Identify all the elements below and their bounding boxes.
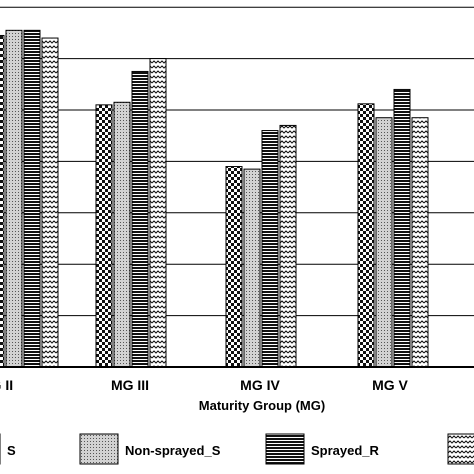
bar [261, 130, 279, 368]
legend-label: Sprayed_R [311, 443, 380, 458]
bar [243, 168, 261, 368]
legend-label: Non-sprayed_S [125, 443, 221, 458]
bar [113, 101, 131, 368]
legend: S Non-sprayed_S Sprayed_R [0, 433, 474, 465]
bar [5, 29, 23, 368]
x-tick-label: MG II [0, 377, 13, 393]
legend-swatch [265, 433, 305, 465]
x-tick-label: MG V [372, 377, 408, 393]
bar [41, 37, 59, 368]
x-tick-labels: MG II MG III MG IV MG V [0, 377, 409, 393]
legend-swatch [447, 433, 474, 465]
bar [95, 104, 113, 368]
bar [149, 58, 167, 368]
bar [225, 166, 243, 368]
bar [393, 88, 411, 368]
x-tick-label: MG III [111, 377, 149, 393]
bar [411, 117, 429, 368]
bar [23, 29, 41, 368]
bar [0, 34, 5, 368]
bar [279, 124, 297, 368]
legend-label: S [7, 443, 16, 458]
bar [357, 103, 375, 368]
x-tick-label: MG IV [240, 377, 280, 393]
legend-swatch [79, 433, 119, 465]
bar [375, 117, 393, 368]
bars [0, 29, 429, 368]
x-axis-label: Maturity Group (MG) [199, 398, 325, 413]
bar [131, 70, 149, 368]
